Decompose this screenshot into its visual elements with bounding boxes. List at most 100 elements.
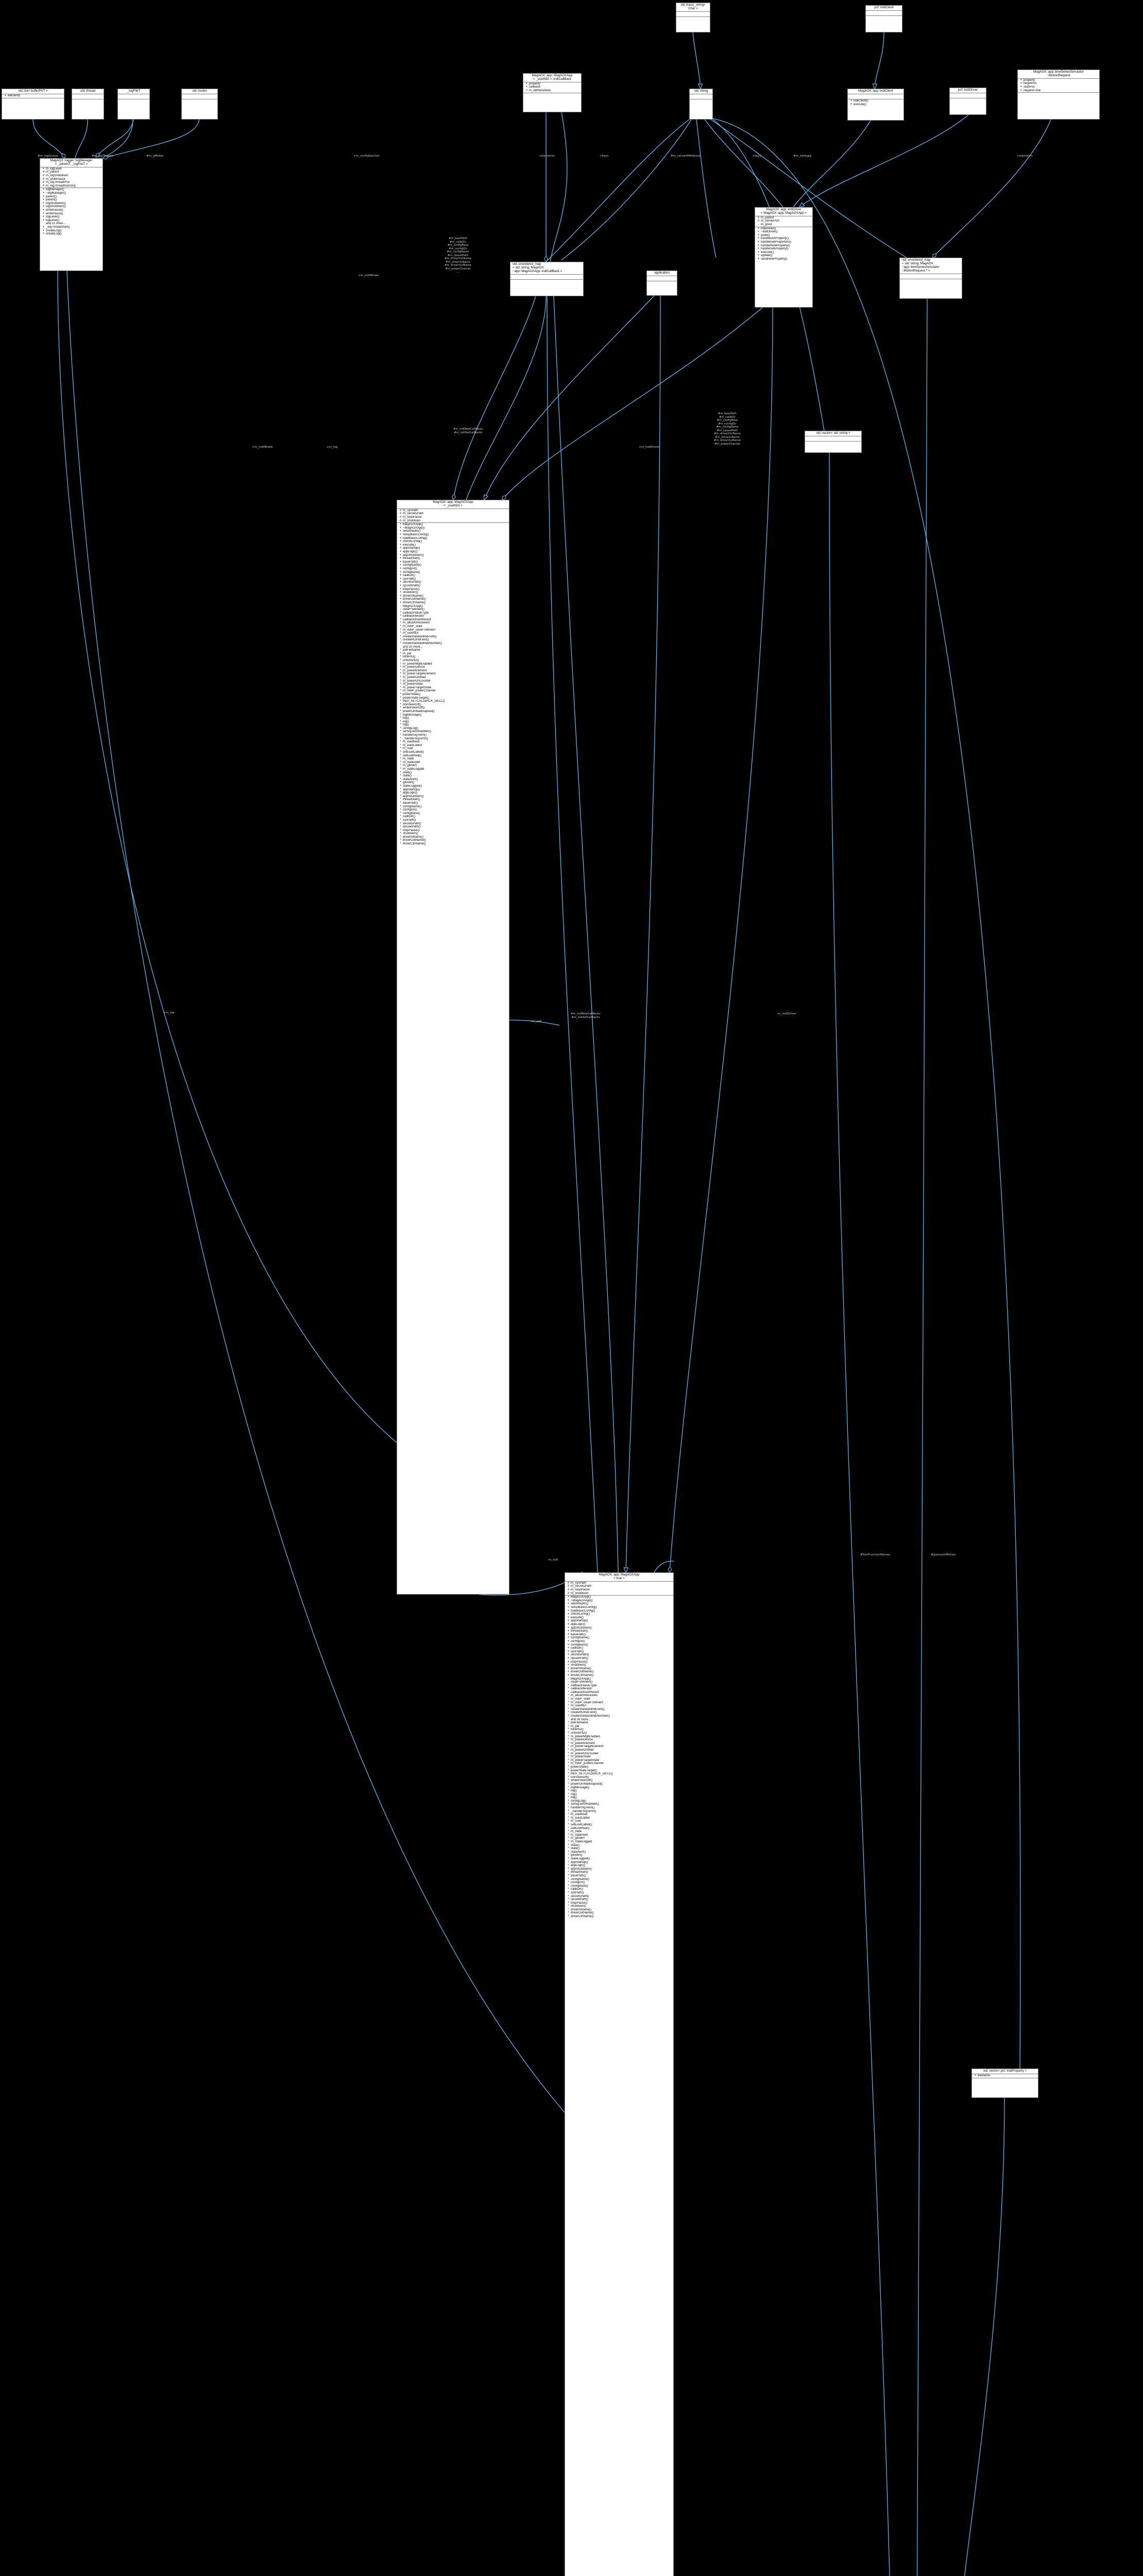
visibility-marker: * [400, 666, 401, 669]
visibility-marker: * [400, 777, 401, 781]
visibility-marker: * [568, 1871, 569, 1874]
visibility-marker: + [525, 89, 528, 93]
method-label: m_powerOnCounter [403, 679, 431, 683]
visibility-marker: * [568, 1833, 569, 1837]
class-method-row: + _logThreadStart() [40, 226, 103, 229]
method-label: state() [571, 1843, 580, 1847]
class-method-row: * setSigTermHandler() [397, 730, 509, 734]
visibility-marker: * [568, 1765, 569, 1769]
class-method-section: + indiClient() + execute() [848, 99, 903, 106]
class-method-row: * configDir() [397, 808, 509, 812]
class-node-list_bufferPtrT[interactable]: std::list< bufferPtrT > + elements [2, 89, 64, 120]
class-node-magaoxapp_useindi[interactable]: MagAOX::app::MagAOXApp < _useINDI > # m_sy… [397, 500, 509, 1595]
class-node-app_indiClient[interactable]: MagAOX::app::indiClient + indiClient() + exe… [847, 89, 904, 121]
class-node-indiCallBack[interactable]: MagAOX::app::MagAOXApp < _useINDI >::ind… [523, 73, 582, 112]
class-method-row: * m_indiP_clearFSMAlert [565, 1701, 673, 1705]
visibility-marker: * [400, 730, 401, 734]
visibility-marker: * [568, 1850, 569, 1854]
class-node-magaoxapp_true[interactable]: MagAOX::app::MagAOXApp < true > # m_sysPat… [565, 1572, 674, 2576]
class-method-row: * m_suid [565, 1820, 673, 1823]
class-node-app_indiDriver[interactable]: MagAOX::app::indiDriver < MagAOX::app::M… [755, 207, 813, 308]
class-method-row: * stateAlert() [397, 778, 509, 782]
method-label: state() [403, 771, 412, 774]
class-method-row: * driverCtrlName() [565, 1915, 673, 1919]
visibility-marker: + [42, 215, 45, 219]
class-node-basic_string[interactable]: std::basic_string< Char > [676, 3, 710, 32]
method-label: driverOutName() [403, 839, 426, 842]
class-node-logFileT[interactable]: _logFileT [117, 89, 150, 120]
class-node-vector_string[interactable]: std::vector< std::string > [805, 431, 862, 453]
method-label: checkConfig() [403, 540, 422, 544]
class-node-logManager[interactable]: MagAOX::logger::logManager < _parentT, _… [40, 158, 103, 271]
class-method-row: + execute() [397, 544, 509, 547]
method-label: logShutdown() [46, 201, 66, 205]
visibility-marker: + [567, 1596, 570, 1599]
visibility-marker: * [400, 709, 401, 713]
method-label: MagAOXApp() [403, 523, 423, 527]
class-node-std_thread[interactable]: std::thread [72, 89, 104, 120]
class-node-vector_pcf[interactable]: std::vector< pcf::IndiProperty > + element… [971, 2069, 1038, 2098]
class-attribute-row: # m_loopPause [565, 1588, 673, 1592]
visibility-marker: + [567, 1643, 570, 1647]
visibility-marker: * [568, 1860, 569, 1864]
class-attribute-row: + callBack [523, 86, 581, 89]
class-method-row: - clearFSMAlert() [397, 608, 509, 612]
method-label: cpusetPath() [571, 1898, 589, 1902]
visibility-marker: * [400, 798, 401, 802]
class-field-section: # m_parent # m_serverPort - m_good [755, 216, 812, 227]
method-label: good() [761, 233, 770, 237]
class-method-row: + sendNewProperty() [755, 258, 812, 261]
method-label: shutdown() [571, 1905, 586, 1908]
method-label: driverCtrlName() [571, 1673, 594, 1677]
visibility-marker: * [400, 618, 401, 621]
edge-label: #m_basePath #m_calibDir #m_configBase #m… [445, 237, 471, 274]
visibility-marker: + [567, 1633, 570, 1636]
method-label: powerStateTarget() [403, 696, 430, 700]
class-field-section: + elements [2, 94, 64, 98]
attribute-label: elements [978, 2074, 991, 2077]
class-method-row: + setDefaults() [397, 530, 509, 533]
method-label: gitAlert() [571, 1854, 583, 1857]
class-method-row: + MagAOXApp() [565, 1596, 673, 1599]
class-method-row: + loadBasicConfig() [565, 1609, 673, 1613]
class-method-section [647, 281, 677, 286]
visibility-marker: + [567, 1647, 570, 1650]
class-attribute-row: # m_secretsPath [565, 1585, 673, 1588]
visibility-marker: * [568, 1877, 569, 1881]
class-node-unordered_map_motion[interactable]: std::unordered_map < std::string, MagAOX… [899, 258, 962, 299]
visibility-marker: + [42, 201, 45, 205]
class-field-section [72, 94, 104, 99]
class-node-unordered_map_cb[interactable]: std::unordered_map < std::string, MagAOX… [510, 262, 584, 296]
class-node-application[interactable]: application [646, 270, 677, 296]
class-node-pcf_IndiClient[interactable]: pcf::IndiClient [865, 5, 902, 32]
visibility-marker: * [400, 832, 401, 836]
class-node-pcf_IndiDriver[interactable]: pcf::IndiDriver [949, 88, 986, 115]
method-label: logMessage() [403, 713, 422, 717]
class-method-row: + calibDir() [397, 574, 509, 578]
class-node-std_string[interactable]: std::string [689, 89, 713, 120]
method-label: handleGetProperties() [761, 241, 792, 244]
class-node-motionRequest[interactable]: MagAOX::app::timeSeriesSimulator ::Motio… [1017, 70, 1100, 120]
class-method-row: - MagAOXApp() [565, 1677, 673, 1681]
class-method-row: * appStartup() [397, 788, 509, 792]
class-node-std_mutex[interactable]: std::mutex [181, 89, 218, 120]
visibility-marker: * [400, 723, 401, 727]
class-method-row: * m_gitAlert [565, 1837, 673, 1840]
class-method-row: + driverCtrlName() [397, 601, 509, 605]
class-title: MagAOX::app::indiDriver < MagAOX::app::M… [755, 208, 812, 216]
method-label: threadStart() [571, 1871, 588, 1874]
method-label: configDir() [571, 1881, 585, 1885]
class-attribute-row: - m_good [755, 223, 812, 227]
method-label: createLog() [46, 229, 62, 232]
method-label: m_euidReal [403, 740, 420, 744]
class-method-row: * m_powerOnWait [397, 676, 509, 680]
visibility-marker: + [850, 103, 852, 106]
class-method-row: * m_euidCalled [565, 1817, 673, 1820]
method-label: and 11 more... [46, 222, 66, 226]
method-label: m_suid [571, 1820, 581, 1823]
visibility-marker: * [400, 649, 401, 652]
class-method-row: + shutdown() [565, 1664, 673, 1667]
method-label: m_powerElement [571, 1741, 595, 1745]
class-method-row: * createStandardIndiText() [397, 635, 509, 639]
method-label: stateAlert() [571, 1850, 586, 1854]
